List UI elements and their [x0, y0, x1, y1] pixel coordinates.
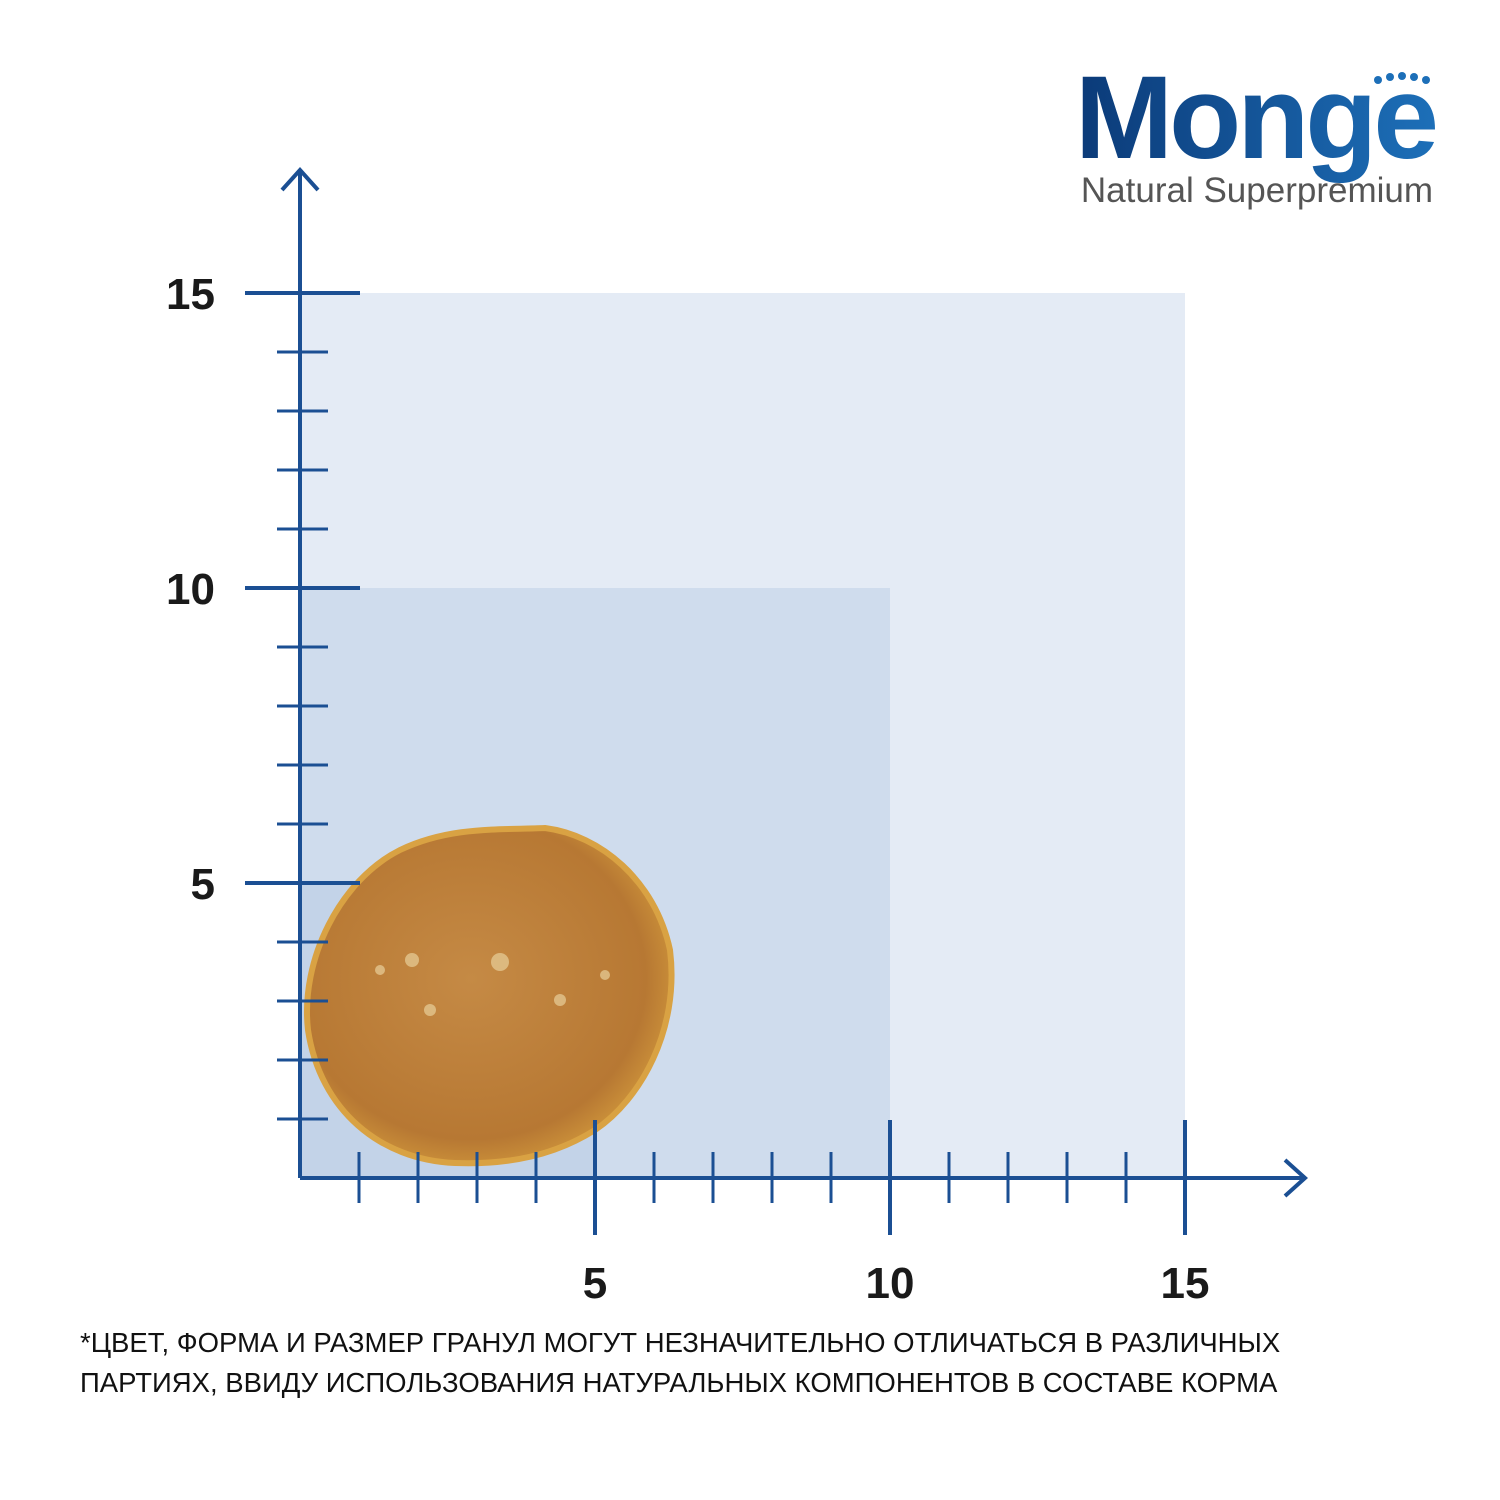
footnote-line: *ЦВЕТ, ФОРМА И РАЗМЕР ГРАНУЛ МОГУТ НЕЗНА…	[80, 1327, 1280, 1358]
x-tick-label: 10	[866, 1259, 915, 1308]
y-tick-label: 15	[166, 270, 215, 319]
logo-stars	[1374, 72, 1430, 84]
kibble-photo	[304, 824, 675, 1167]
logo-brand: Monge	[1075, 52, 1436, 184]
x-tick-label: 15	[1161, 1259, 1210, 1308]
logo-tagline: Natural Superpremium	[1081, 171, 1433, 210]
kibble-texture	[375, 953, 610, 1016]
y-tick-label: 10	[166, 565, 215, 614]
x-axis-arrow	[1283, 1158, 1308, 1198]
y-axis-arrow	[280, 167, 320, 192]
footnote-line: ПАРТИЯХ, ВВИДУ ИСПОЛЬЗОВАНИЯ НАТУРАЛЬНЫХ…	[80, 1367, 1278, 1398]
y-tick-label: 5	[191, 860, 215, 909]
x-tick-label: 5	[583, 1259, 607, 1308]
axes: 5 10 15 5 10 15	[166, 167, 1308, 1308]
